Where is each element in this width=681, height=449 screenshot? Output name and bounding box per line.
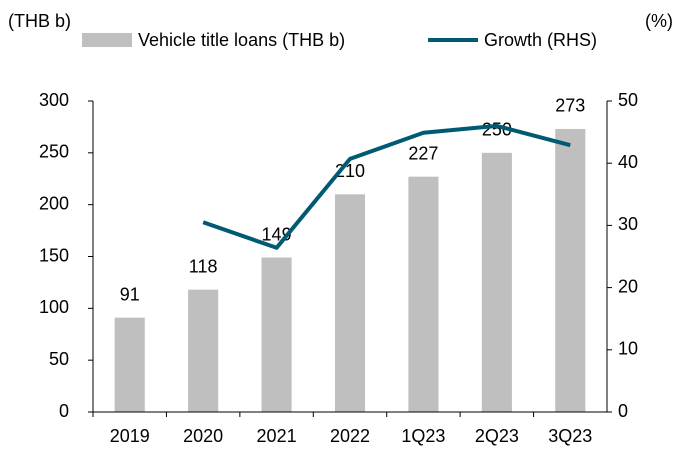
data-label: 91 bbox=[120, 284, 140, 304]
data-label: 227 bbox=[408, 143, 438, 163]
legend-swatch bbox=[82, 33, 132, 47]
x-tick-label: 2021 bbox=[257, 426, 297, 446]
y-tick-label: 300 bbox=[39, 90, 69, 110]
bar bbox=[334, 194, 366, 412]
y2-tick-label: 10 bbox=[618, 339, 638, 359]
x-tick-label: 2Q23 bbox=[475, 426, 519, 446]
bar bbox=[481, 152, 512, 413]
bar bbox=[555, 128, 586, 413]
y-tick-label: 0 bbox=[59, 401, 69, 421]
x-tick-label: 1Q23 bbox=[401, 426, 445, 446]
y2-tick-label: 40 bbox=[618, 152, 638, 172]
y-tick-label: 50 bbox=[49, 349, 69, 369]
x-tick-label: 3Q23 bbox=[548, 426, 592, 446]
bar bbox=[261, 257, 292, 412]
y-tick-label: 150 bbox=[39, 245, 69, 265]
x-tick-label: 2020 bbox=[183, 426, 223, 446]
y2-tick-label: 0 bbox=[618, 401, 628, 421]
y-tick-label: 200 bbox=[39, 193, 69, 213]
x-tick-label: 2019 bbox=[110, 426, 150, 446]
y2-tick-label: 50 bbox=[618, 90, 638, 110]
y-tick-label: 100 bbox=[39, 297, 69, 317]
legend-label: Vehicle title loans (THB b) bbox=[138, 30, 345, 50]
bar bbox=[408, 176, 439, 412]
y2-axis-title: (%) bbox=[645, 11, 673, 31]
y2-tick-label: 30 bbox=[618, 214, 638, 234]
bar bbox=[114, 317, 145, 412]
x-tick-label: 2022 bbox=[330, 426, 370, 446]
data-label: 118 bbox=[189, 256, 218, 276]
bar bbox=[188, 289, 219, 412]
y2-tick-label: 20 bbox=[618, 276, 638, 296]
growth-line bbox=[202, 123, 571, 250]
y-axis-title: (THB b) bbox=[8, 11, 71, 31]
y-tick-label: 250 bbox=[39, 142, 69, 162]
legend-label: Growth (RHS) bbox=[484, 30, 597, 50]
data-label: 273 bbox=[555, 96, 585, 116]
